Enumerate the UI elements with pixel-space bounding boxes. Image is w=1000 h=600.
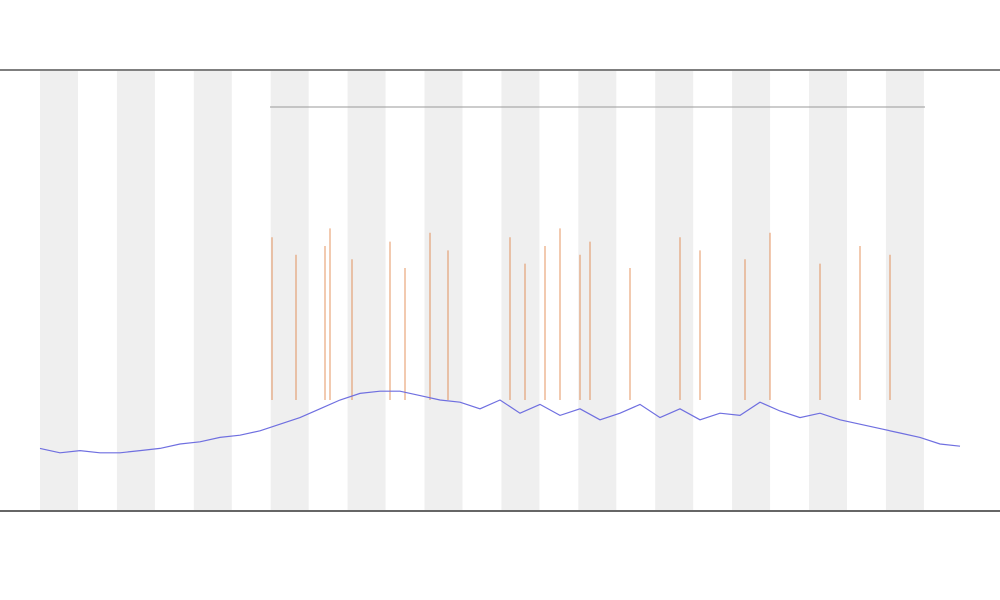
- band: [655, 71, 694, 510]
- band: [578, 71, 617, 510]
- band: [116, 71, 155, 510]
- band: [885, 71, 924, 510]
- band: [270, 71, 309, 510]
- band: [809, 71, 847, 510]
- band: [501, 71, 540, 510]
- band: [347, 71, 386, 510]
- band: [193, 71, 232, 510]
- band: [40, 71, 78, 510]
- data-line: [39, 390, 961, 454]
- background-bands: [40, 71, 924, 510]
- band: [424, 71, 463, 510]
- band: [732, 71, 771, 510]
